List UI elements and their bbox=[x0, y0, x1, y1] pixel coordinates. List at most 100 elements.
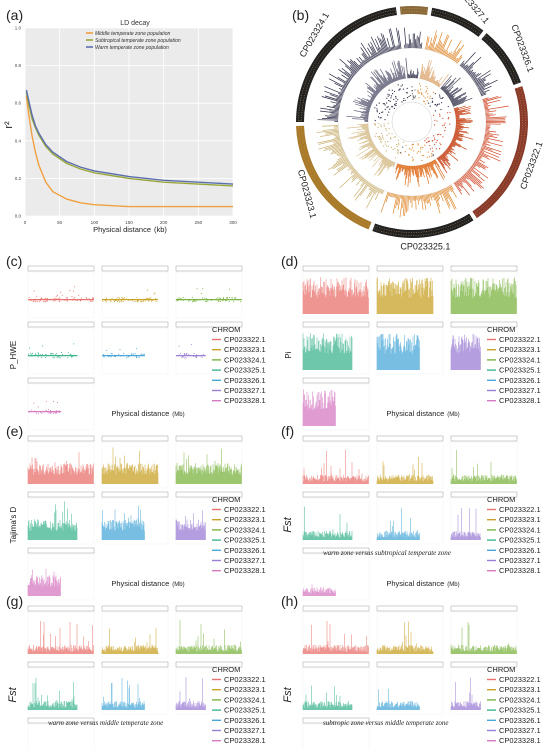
data-point bbox=[223, 297, 224, 298]
circos-point bbox=[380, 117, 381, 118]
facet-strip bbox=[28, 378, 94, 383]
circos-point bbox=[376, 133, 377, 134]
data-point bbox=[46, 401, 47, 402]
circos-point bbox=[392, 90, 393, 91]
circos-point bbox=[385, 109, 386, 110]
circos-bar bbox=[359, 57, 365, 65]
circos-bar bbox=[428, 46, 429, 50]
data-trace bbox=[176, 449, 242, 484]
circos-point bbox=[410, 95, 411, 96]
data-point bbox=[217, 297, 218, 298]
circos-bar bbox=[485, 108, 489, 109]
circos-bar bbox=[415, 196, 416, 210]
facet-strip bbox=[176, 606, 242, 611]
circos-point bbox=[420, 149, 421, 150]
circos-point bbox=[413, 96, 414, 97]
data-point bbox=[141, 301, 142, 302]
data-trace bbox=[303, 389, 336, 426]
data-point bbox=[218, 300, 219, 301]
circos-bar bbox=[483, 97, 501, 102]
circos-point bbox=[420, 151, 421, 152]
legend-title: CHROM bbox=[487, 665, 515, 674]
circos-point bbox=[423, 95, 424, 96]
data-point bbox=[196, 357, 197, 358]
circos-point bbox=[387, 94, 388, 95]
data-trace bbox=[176, 677, 206, 710]
circos-track-baseline-1 bbox=[338, 48, 486, 196]
data-trace bbox=[28, 569, 61, 596]
data-point bbox=[143, 301, 144, 302]
circos-point bbox=[410, 149, 411, 150]
circos-bar bbox=[455, 58, 458, 62]
circos-point bbox=[397, 99, 398, 100]
data-point bbox=[50, 410, 51, 411]
data-point bbox=[34, 403, 35, 404]
circos-point bbox=[415, 96, 416, 97]
data-point bbox=[121, 301, 122, 302]
legend-label: CP023327.1 bbox=[224, 386, 266, 395]
facet-strip bbox=[377, 606, 443, 611]
circos-point bbox=[439, 95, 440, 96]
circos-bar bbox=[483, 142, 487, 143]
xlabel-unit: (Mb) bbox=[172, 412, 184, 418]
data-point bbox=[145, 300, 146, 301]
data-point bbox=[117, 301, 118, 302]
circos-bar bbox=[336, 136, 340, 137]
panel-f-letter: (f) bbox=[281, 423, 294, 439]
data-point bbox=[136, 356, 137, 357]
data-point bbox=[226, 300, 227, 301]
data-point bbox=[186, 357, 187, 358]
legend-label: CP023323.1 bbox=[224, 515, 266, 524]
circos-point bbox=[379, 103, 380, 104]
circos-point bbox=[439, 115, 440, 116]
data-point bbox=[202, 288, 203, 289]
circos-bar bbox=[391, 193, 392, 197]
circos-point bbox=[387, 141, 388, 142]
data-point bbox=[181, 357, 182, 358]
circos-point bbox=[395, 157, 396, 158]
circos-bar bbox=[336, 102, 340, 103]
circos-point bbox=[445, 127, 446, 128]
data-trace bbox=[102, 628, 158, 654]
circos-point bbox=[388, 123, 389, 124]
facet-strip bbox=[303, 322, 369, 327]
data-point bbox=[188, 301, 189, 302]
ld-legend-label-3: Warm temperate zone population bbox=[95, 45, 169, 51]
circos-point bbox=[397, 146, 398, 147]
data-point bbox=[36, 413, 37, 414]
circos-point bbox=[419, 83, 420, 84]
circos-point bbox=[440, 144, 441, 145]
circos-point bbox=[418, 93, 419, 94]
circos-bar bbox=[463, 176, 466, 179]
circos-point bbox=[437, 134, 438, 135]
circos-sector-1 bbox=[400, 6, 428, 15]
data-point bbox=[102, 300, 103, 301]
data-point bbox=[71, 296, 72, 297]
circos-point bbox=[449, 124, 450, 125]
circos-point bbox=[432, 147, 433, 148]
circos-bar bbox=[392, 47, 393, 51]
data-point bbox=[36, 296, 37, 297]
data-point bbox=[149, 298, 150, 299]
data-point bbox=[151, 301, 152, 302]
data-point bbox=[134, 301, 135, 302]
data-point bbox=[128, 356, 129, 357]
data-point bbox=[60, 292, 61, 293]
data-point bbox=[48, 409, 49, 410]
data-point bbox=[45, 357, 46, 358]
circos-point bbox=[397, 153, 398, 154]
circos-point bbox=[401, 101, 402, 102]
legend-label: CP023324.1 bbox=[499, 355, 541, 364]
data-point bbox=[42, 345, 43, 346]
facet-strip bbox=[28, 322, 94, 327]
data-point bbox=[70, 354, 71, 355]
circos-point bbox=[424, 140, 425, 141]
legend-label: CP023328.1 bbox=[224, 566, 266, 575]
circos-point bbox=[385, 141, 386, 142]
data-point bbox=[133, 353, 134, 354]
circos-point bbox=[437, 104, 438, 105]
data-point bbox=[235, 297, 236, 298]
facet-frame bbox=[102, 328, 168, 374]
circos-inner-ring bbox=[392, 102, 432, 142]
